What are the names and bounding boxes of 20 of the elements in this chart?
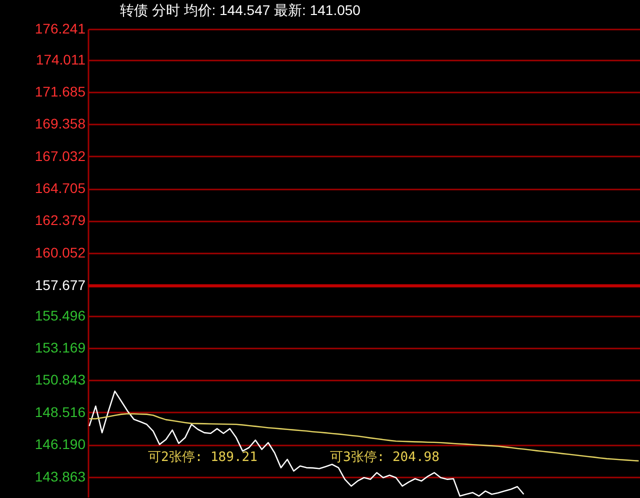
line-series bbox=[88, 413, 640, 462]
y-tick-label: 150.843 bbox=[34, 372, 86, 388]
y-tick-label: 174.011 bbox=[36, 51, 86, 68]
y-tick-label: 162.379 bbox=[34, 212, 86, 228]
y-tick-label: 153.169 bbox=[34, 340, 86, 356]
y-tick-label: 160.052 bbox=[34, 244, 86, 260]
y-tick-label: 169.358 bbox=[34, 116, 86, 132]
y-tick-label: 148.516 bbox=[34, 404, 86, 420]
y-tick-label: 167.032 bbox=[34, 148, 86, 164]
chart-title: 转债 分时 均价: 144.547 最新: 141.050 bbox=[120, 2, 361, 18]
y-tick-label: 143.863 bbox=[34, 468, 86, 484]
annotation: 可3张停: 204.98 bbox=[330, 450, 440, 465]
y-tick-label: 176.241 bbox=[34, 20, 86, 36]
y-tick-label: 171.685 bbox=[34, 84, 86, 100]
y-tick-label: 164.705 bbox=[34, 180, 86, 196]
y-tick-label: 146.190 bbox=[34, 436, 86, 452]
line-series bbox=[88, 390, 524, 497]
y-tick-label: 155.496 bbox=[34, 307, 86, 324]
annotation: 可2张停: 189.21 bbox=[148, 450, 258, 465]
y-tick-label: 157.677 bbox=[34, 277, 86, 294]
